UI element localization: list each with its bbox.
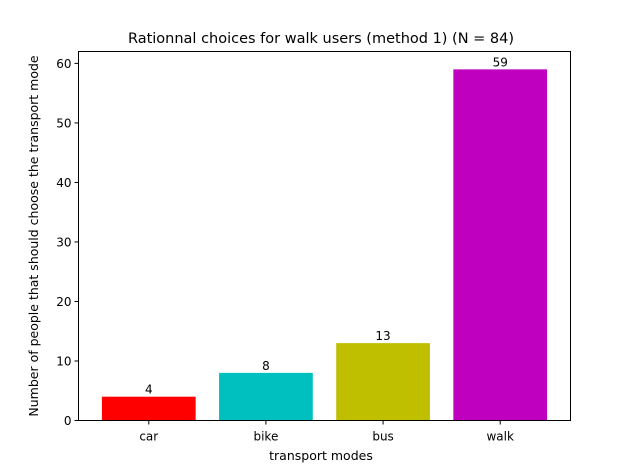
bar-bike bbox=[219, 372, 313, 421]
y-tick-label-0: 0 bbox=[64, 414, 72, 428]
y-tick-label-50: 50 bbox=[56, 116, 71, 130]
plot-frame bbox=[78, 51, 571, 421]
bar-walk bbox=[453, 69, 548, 421]
data-label-walk: 59 bbox=[493, 55, 508, 69]
x-tick-label-car: car bbox=[139, 430, 158, 444]
y-tick-label-60: 60 bbox=[56, 57, 71, 71]
y-tick-label-20: 20 bbox=[56, 295, 71, 309]
x-tick-label-bus: bus bbox=[372, 430, 393, 444]
x-axis-label: transport modes bbox=[269, 448, 373, 463]
y-tick-label-10: 10 bbox=[56, 354, 71, 368]
y-axis-label: Number of people that should choose the … bbox=[26, 55, 41, 417]
data-label-car: 4 bbox=[145, 383, 153, 397]
x-tick-label-bike: bike bbox=[253, 430, 278, 444]
chart-title: Rationnal choices for walk users (method… bbox=[128, 31, 514, 47]
bar-bus bbox=[336, 343, 430, 421]
data-label-bus: 13 bbox=[375, 329, 390, 343]
y-tick-label-30: 30 bbox=[56, 235, 71, 249]
data-label-bike: 8 bbox=[262, 359, 270, 373]
bar-car bbox=[101, 396, 196, 421]
y-tick-label-40: 40 bbox=[56, 176, 71, 190]
x-tick-label-walk: walk bbox=[486, 430, 514, 444]
